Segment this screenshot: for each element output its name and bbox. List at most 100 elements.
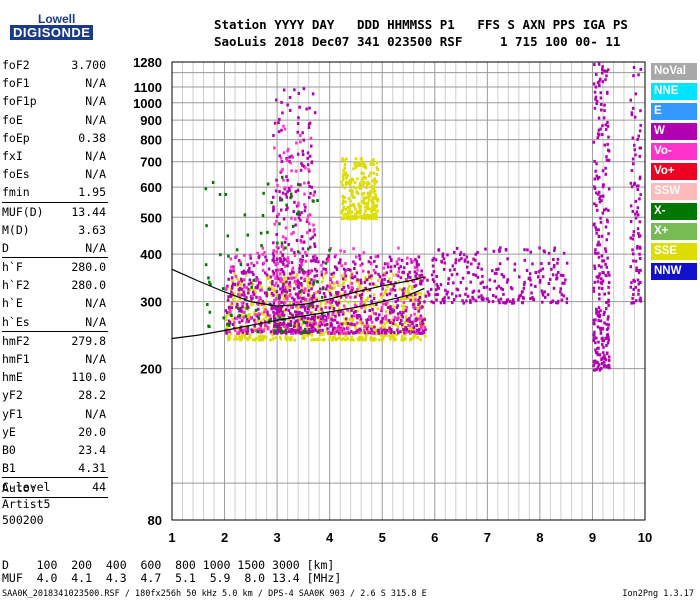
echo-point (363, 181, 366, 184)
echo-point (501, 288, 504, 292)
echo-point (275, 178, 278, 182)
echo-point (279, 272, 282, 276)
echo-point (299, 290, 302, 294)
echo-point (593, 185, 596, 189)
echo-point (416, 268, 419, 272)
echo-point (399, 330, 402, 334)
param-row: foF2 3.700 (2, 56, 108, 74)
echo-point (264, 323, 267, 327)
echo-point (419, 338, 422, 342)
echo-point (596, 177, 600, 181)
echo-point (593, 63, 596, 67)
echo-point (404, 314, 408, 318)
echo-point (235, 248, 239, 252)
echo-point (251, 287, 254, 291)
echo-point (358, 208, 362, 212)
echo-point (506, 257, 509, 261)
echo-point (393, 264, 397, 268)
echo-point (290, 169, 293, 173)
echo-point (374, 317, 378, 321)
echo-point (549, 301, 552, 304)
echo-point (592, 321, 595, 325)
echo-point (298, 312, 301, 316)
echo-point (402, 270, 405, 274)
echo-point (565, 301, 569, 305)
echo-point (272, 207, 275, 211)
echo-point (396, 298, 400, 302)
echo-point (377, 272, 380, 276)
echo-point (280, 300, 283, 304)
echo-point (266, 182, 270, 186)
echo-point (346, 293, 349, 297)
echo-point (607, 366, 611, 369)
echo-point (392, 334, 396, 338)
echo-point (592, 140, 595, 144)
echo-point (226, 322, 229, 326)
echo-point (321, 287, 325, 291)
echo-point (354, 303, 357, 307)
echo-point (290, 216, 293, 220)
echo-point (328, 289, 331, 293)
echo-point (275, 245, 279, 249)
echo-point (375, 173, 379, 176)
echo-point (419, 322, 422, 326)
echo-point (421, 305, 424, 309)
echo-point (297, 210, 300, 214)
echo-point (368, 288, 372, 292)
echo-point (414, 296, 417, 300)
echo-point (242, 253, 246, 257)
echo-point (229, 294, 233, 298)
echo-point (403, 290, 406, 294)
echo-point (242, 310, 246, 314)
echo-point (309, 191, 312, 195)
echo-point (241, 330, 245, 334)
echo-point (424, 294, 428, 298)
echo-point (604, 358, 608, 362)
echo-point (381, 302, 385, 306)
echo-point (480, 267, 483, 271)
echo-point (275, 98, 278, 102)
echo-point (341, 288, 344, 291)
echo-point (280, 330, 283, 334)
echo-point (600, 358, 603, 362)
echo-point (350, 330, 353, 334)
echo-point (472, 273, 475, 276)
echo-point (597, 276, 600, 280)
echo-point (420, 316, 423, 320)
echo-point (606, 256, 609, 260)
echo-point (288, 302, 292, 305)
echo-point (349, 268, 352, 272)
echo-point (639, 246, 642, 250)
echo-point (365, 182, 369, 186)
echo-point (350, 282, 354, 285)
echo-point (353, 267, 356, 270)
echo-point (277, 323, 280, 327)
echo-point (634, 199, 637, 203)
echo-point (266, 310, 269, 314)
echo-point (632, 259, 635, 263)
echo-point (289, 161, 292, 165)
echo-point (376, 198, 380, 201)
echo-point (294, 223, 297, 227)
echo-point (270, 294, 274, 298)
echo-point (386, 265, 390, 269)
echo-point (497, 284, 501, 288)
echo-point (267, 287, 270, 291)
echo-point (395, 306, 399, 310)
echo-point (316, 290, 320, 294)
echo-point (634, 259, 638, 263)
echo-point (330, 323, 333, 327)
echo-point (557, 271, 560, 274)
echo-point (541, 293, 545, 297)
echo-point (361, 269, 365, 273)
echo-point (406, 296, 409, 300)
echo-point (325, 271, 328, 274)
param-key: foE (2, 112, 23, 127)
echo-point (370, 320, 374, 324)
echo-point (253, 313, 256, 317)
echo-point (331, 304, 334, 308)
echo-point (288, 286, 292, 290)
param-key: h`F (2, 260, 23, 275)
echo-point (259, 288, 262, 292)
echo-point (294, 217, 297, 221)
